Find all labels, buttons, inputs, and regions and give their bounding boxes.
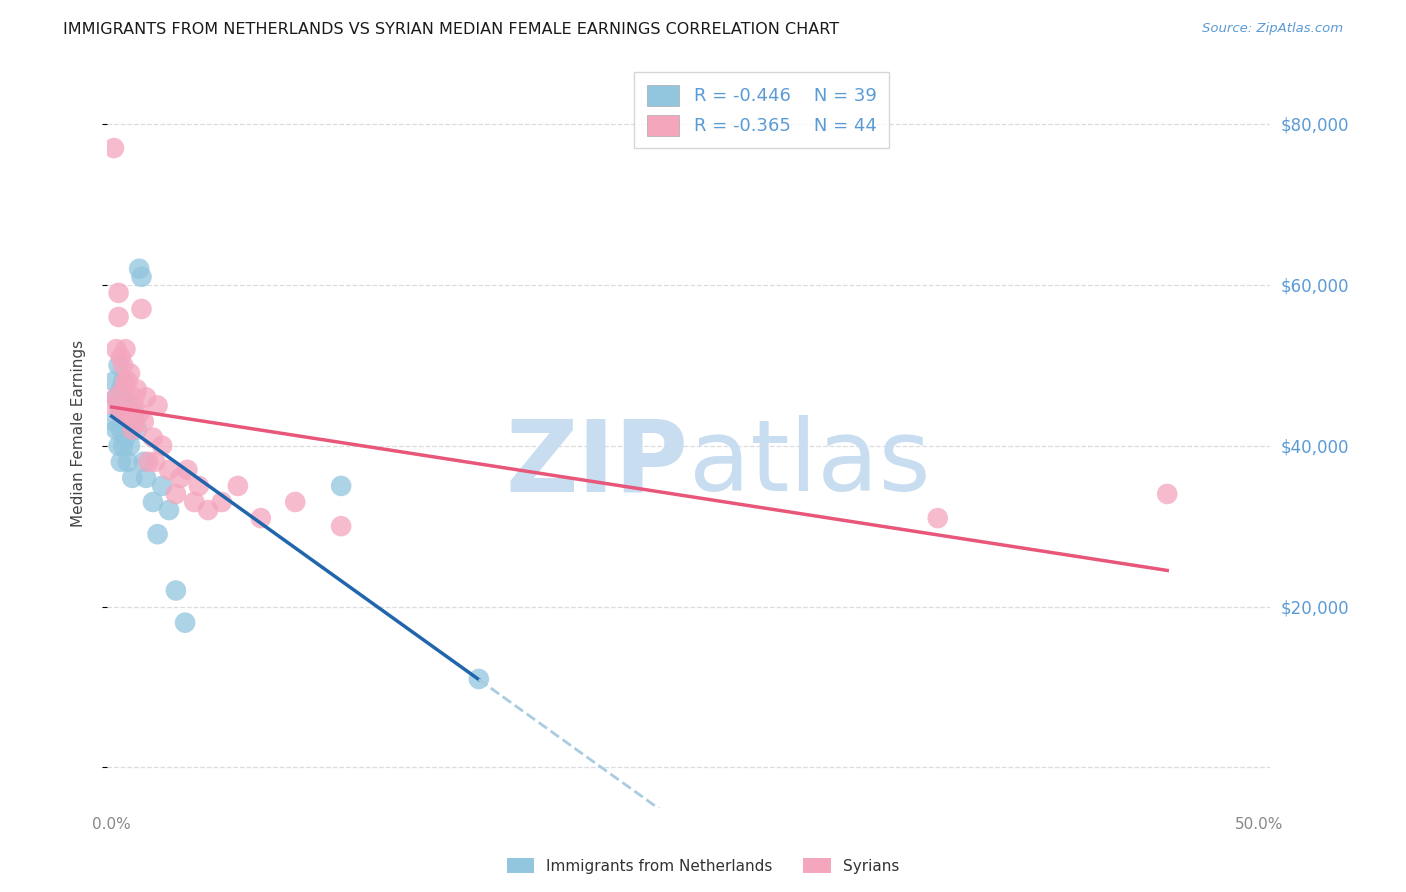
Point — [114, 431, 136, 445]
Point — [131, 269, 153, 284]
Legend: R = -0.446    N = 39, R = -0.365    N = 44: R = -0.446 N = 39, R = -0.365 N = 44 — [634, 72, 889, 148]
Point — [105, 391, 128, 405]
Point — [112, 439, 135, 453]
Point — [142, 431, 165, 445]
Point — [114, 342, 136, 356]
Point — [197, 503, 219, 517]
Point — [110, 407, 132, 421]
Point — [114, 391, 136, 405]
Point — [121, 423, 143, 437]
Point — [107, 285, 129, 300]
Point — [110, 455, 132, 469]
Point — [107, 439, 129, 453]
Text: Source: ZipAtlas.com: Source: ZipAtlas.com — [1202, 22, 1343, 36]
Point — [105, 342, 128, 356]
Point — [284, 495, 307, 509]
Point — [117, 399, 139, 413]
Point — [131, 301, 153, 316]
Point — [146, 399, 169, 413]
Point — [103, 415, 125, 429]
Point — [124, 415, 146, 429]
Point — [117, 375, 139, 389]
Point — [128, 261, 150, 276]
Point — [117, 455, 139, 469]
Point — [330, 519, 353, 533]
Point — [117, 407, 139, 421]
Point — [112, 375, 135, 389]
Point — [110, 350, 132, 364]
Point — [142, 495, 165, 509]
Point — [105, 423, 128, 437]
Point — [138, 455, 160, 469]
Point — [135, 471, 157, 485]
Point — [107, 310, 129, 324]
Point — [117, 415, 139, 429]
Point — [183, 495, 205, 509]
Point — [125, 383, 148, 397]
Point — [176, 463, 198, 477]
Point — [157, 463, 180, 477]
Point — [118, 439, 141, 453]
Point — [211, 495, 233, 509]
Point — [121, 399, 143, 413]
Point — [114, 407, 136, 421]
Point — [165, 487, 187, 501]
Point — [330, 479, 353, 493]
Point — [110, 407, 132, 421]
Point — [110, 383, 132, 397]
Point — [103, 399, 125, 413]
Point — [165, 583, 187, 598]
Point — [125, 423, 148, 437]
Text: atlas: atlas — [689, 415, 931, 512]
Point — [110, 423, 132, 437]
Point — [927, 511, 949, 525]
Point — [121, 415, 143, 429]
Point — [169, 471, 191, 485]
Point — [107, 399, 129, 413]
Point — [226, 479, 249, 493]
Point — [124, 407, 146, 421]
Point — [112, 399, 135, 413]
Point — [150, 479, 173, 493]
Point — [114, 375, 136, 389]
Point — [118, 407, 141, 421]
Text: ZIP: ZIP — [506, 415, 689, 512]
Point — [112, 383, 135, 397]
Point — [1156, 487, 1178, 501]
Point — [143, 455, 166, 469]
Text: IMMIGRANTS FROM NETHERLANDS VS SYRIAN MEDIAN FEMALE EARNINGS CORRELATION CHART: IMMIGRANTS FROM NETHERLANDS VS SYRIAN ME… — [63, 22, 839, 37]
Point — [468, 672, 491, 686]
Legend: Immigrants from Netherlands, Syrians: Immigrants from Netherlands, Syrians — [501, 852, 905, 880]
Point — [132, 415, 155, 429]
Point — [157, 503, 180, 517]
Point — [118, 407, 141, 421]
Point — [132, 455, 155, 469]
Point — [150, 439, 173, 453]
Point — [135, 391, 157, 405]
Point — [112, 358, 135, 372]
Point — [174, 615, 197, 630]
Point — [118, 367, 141, 381]
Point — [107, 358, 129, 372]
Y-axis label: Median Female Earnings: Median Female Earnings — [72, 340, 86, 527]
Point — [112, 415, 135, 429]
Point — [103, 375, 125, 389]
Point — [250, 511, 273, 525]
Point — [124, 391, 146, 405]
Point — [146, 527, 169, 541]
Point — [105, 391, 128, 405]
Point — [121, 471, 143, 485]
Point — [187, 479, 209, 493]
Point — [103, 141, 125, 155]
Point — [128, 407, 150, 421]
